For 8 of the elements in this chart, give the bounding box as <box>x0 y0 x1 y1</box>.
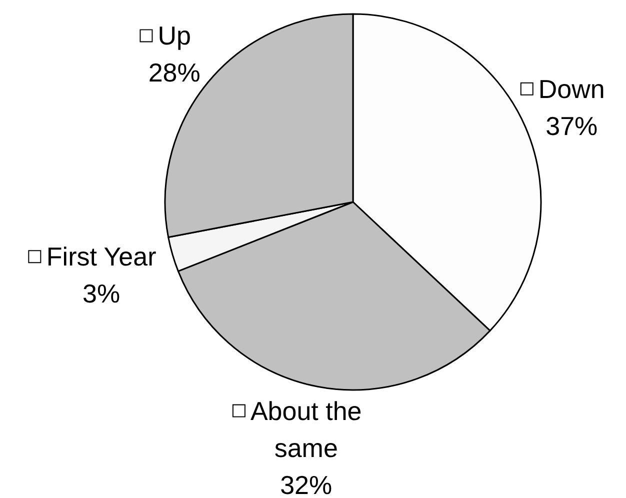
legend-label: First Year <box>46 242 157 272</box>
data-label: 37% <box>546 110 598 141</box>
data-label: 28% <box>148 58 200 88</box>
data-label: 3% <box>82 278 120 309</box>
legend-label: Up <box>158 20 191 51</box>
legend-label: Down <box>538 74 605 104</box>
data-label: 32% <box>280 470 332 498</box>
legend-label: About the same <box>250 396 362 463</box>
